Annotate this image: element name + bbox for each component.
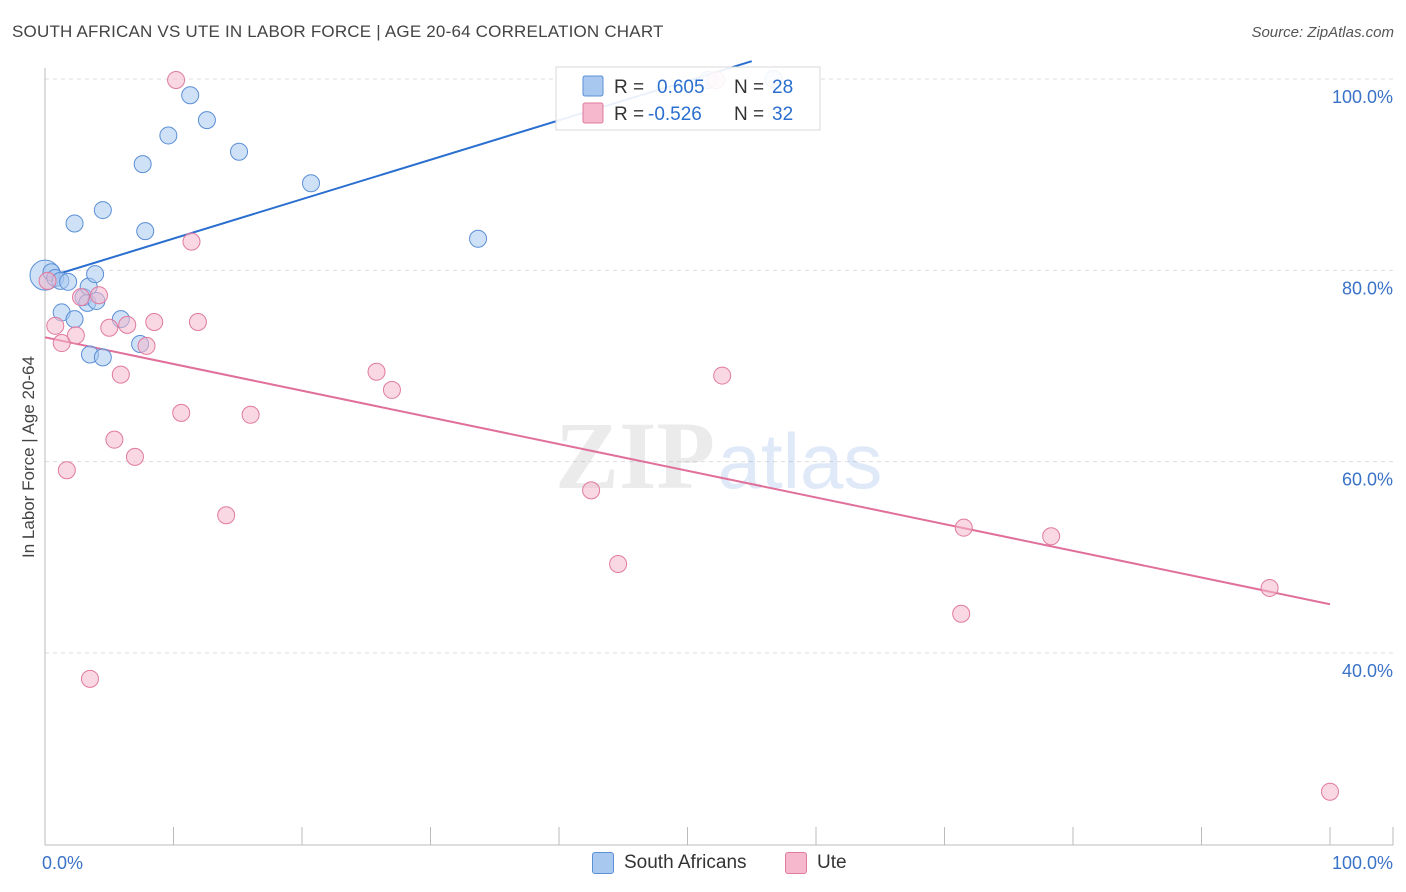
point-south-african: [469, 229, 488, 248]
point-ute: [125, 447, 144, 466]
point-ute: [713, 366, 732, 385]
point-ute: [38, 271, 57, 290]
legend-box: R = 0.605 N = 28 R = -0.526 N = 32: [555, 66, 821, 131]
watermark-atlas: atlas: [718, 417, 883, 505]
point-ute: [609, 555, 628, 574]
point-south-african: [159, 126, 178, 145]
legend-swatch-blue: [592, 852, 614, 874]
legend-n-value: 32: [772, 104, 793, 125]
legend-r-label: R =: [614, 104, 644, 125]
chart-title: SOUTH AFRICAN VS UTE IN LABOR FORCE | AG…: [12, 22, 664, 41]
point-ute: [582, 481, 601, 500]
legend-r-value: 0.605: [657, 77, 705, 98]
point-ute: [382, 380, 401, 399]
point-south-african: [65, 214, 84, 233]
legend-label: South Africans: [624, 852, 747, 873]
legend-r-value: -0.526: [648, 104, 702, 125]
point-ute: [1260, 578, 1279, 597]
point-ute: [367, 362, 386, 381]
tick-labels: 40.0% 60.0% 80.0% 100.0% 0.0% 100.0%: [42, 87, 1393, 873]
point-ute: [172, 403, 191, 422]
y-tick-label: 100.0%: [1332, 87, 1393, 107]
point-ute: [80, 669, 99, 688]
point-ute: [71, 288, 90, 307]
point-ute: [57, 461, 76, 480]
point-ute: [188, 312, 207, 331]
point-ute: [52, 334, 71, 353]
point-ute: [46, 316, 65, 335]
legend-item-south-africans[interactable]: South Africans: [592, 852, 747, 874]
point-south-african: [230, 142, 249, 161]
watermark-zip: ZIP: [555, 402, 715, 509]
point-ute: [217, 506, 236, 525]
point-south-african: [197, 111, 216, 130]
point-ute: [89, 286, 108, 305]
trend-line-ute: [44, 336, 1331, 606]
point-ute: [954, 518, 973, 537]
y-axis-label: In Labor Force | Age 20-64: [19, 356, 38, 558]
point-ute: [105, 430, 124, 449]
point-ute: [182, 232, 201, 251]
point-ute: [241, 405, 260, 424]
legend-n-label: N =: [734, 104, 764, 125]
point-ute: [137, 336, 156, 355]
legend-swatch-pink: [582, 102, 604, 124]
source-credit: Source: ZipAtlas.com: [1251, 24, 1394, 41]
axes: [44, 68, 1394, 846]
point-south-african: [301, 174, 320, 193]
point-south-african: [181, 86, 200, 105]
trend-lines: [44, 60, 1331, 606]
gridlines: [45, 78, 1393, 654]
y-tick-label: 80.0%: [1342, 278, 1393, 298]
point-south-african: [133, 155, 152, 174]
legend-swatch-pink: [785, 852, 807, 874]
point-ute: [118, 315, 137, 334]
point-south-african: [136, 222, 155, 241]
legend-n-label: N =: [734, 77, 764, 98]
point-ute: [111, 365, 130, 384]
legend-n-value: 28: [772, 77, 793, 98]
legend-r-label: R =: [614, 77, 644, 98]
point-south-african: [59, 272, 78, 291]
point-south-african: [93, 348, 112, 367]
watermark: ZIP atlas: [555, 402, 882, 509]
point-ute: [100, 318, 119, 337]
legend-swatch-blue: [582, 75, 604, 97]
point-ute: [167, 70, 186, 89]
point-ute: [1321, 782, 1339, 801]
point-ute: [952, 604, 971, 623]
y-tick-label: 40.0%: [1342, 661, 1393, 681]
bottom-legend: South Africans Ute: [0, 852, 1406, 878]
legend-label: Ute: [817, 852, 847, 873]
point-ute: [145, 312, 164, 331]
data-points: [29, 70, 1339, 801]
y-tick-label: 60.0%: [1342, 470, 1393, 490]
point-south-african: [93, 201, 112, 220]
legend-item-ute[interactable]: Ute: [785, 852, 847, 874]
point-ute: [66, 326, 85, 345]
point-ute: [1042, 527, 1061, 546]
point-south-african: [86, 265, 105, 284]
x-tick-label: 100.0%: [1332, 853, 1393, 873]
x-tick-label: 0.0%: [42, 853, 83, 873]
point-south-african: [65, 310, 84, 329]
